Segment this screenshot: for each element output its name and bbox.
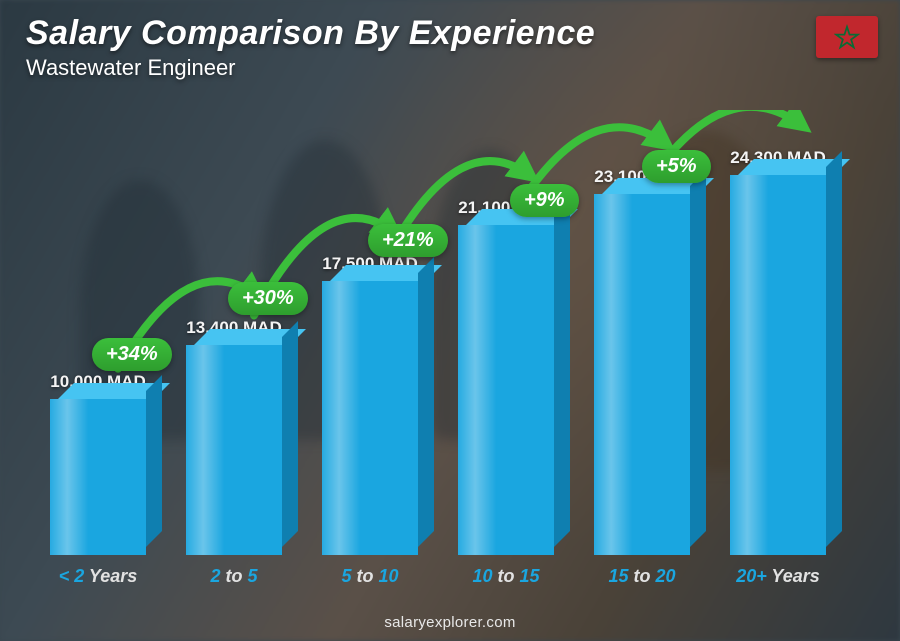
bar [186, 345, 282, 555]
percent-increase-badge: +9% [510, 184, 579, 217]
x-axis-label: 5 to 10 [302, 566, 438, 587]
bar [594, 194, 690, 555]
bar [50, 399, 146, 555]
page-title: Salary Comparison By Experience [26, 14, 810, 53]
footer-attribution: salaryexplorer.com [0, 614, 900, 631]
x-axis-labels: < 2 Years2 to 55 to 1010 to 1515 to 2020… [30, 566, 846, 587]
percent-increase-badge: +21% [368, 224, 448, 257]
percent-increase-badge: +30% [228, 282, 308, 315]
percent-increase-badge: +5% [642, 150, 711, 183]
x-axis-label: 2 to 5 [166, 566, 302, 587]
bar-group: 21,100 MAD [438, 110, 574, 555]
bar-group: 17,500 MAD [302, 110, 438, 555]
flag-morocco-icon [816, 16, 878, 58]
bars-container: 10,000 MAD13,400 MAD17,500 MAD21,100 MAD… [30, 110, 846, 555]
x-axis-label: 20+ Years [710, 566, 846, 587]
salary-bar-chart: 10,000 MAD13,400 MAD17,500 MAD21,100 MAD… [30, 110, 846, 583]
bar-group: 13,400 MAD [166, 110, 302, 555]
bar-group: 10,000 MAD [30, 110, 166, 555]
x-axis-label: 15 to 20 [574, 566, 710, 587]
page-subtitle: Wastewater Engineer [26, 55, 810, 81]
bar [730, 175, 826, 555]
percent-increase-badge: +34% [92, 338, 172, 371]
bar [458, 225, 554, 555]
bar-group: 24,300 MAD [710, 110, 846, 555]
x-axis-label: 10 to 15 [438, 566, 574, 587]
header: Salary Comparison By Experience Wastewat… [26, 14, 810, 81]
x-axis-label: < 2 Years [30, 566, 166, 587]
bar [322, 281, 418, 555]
